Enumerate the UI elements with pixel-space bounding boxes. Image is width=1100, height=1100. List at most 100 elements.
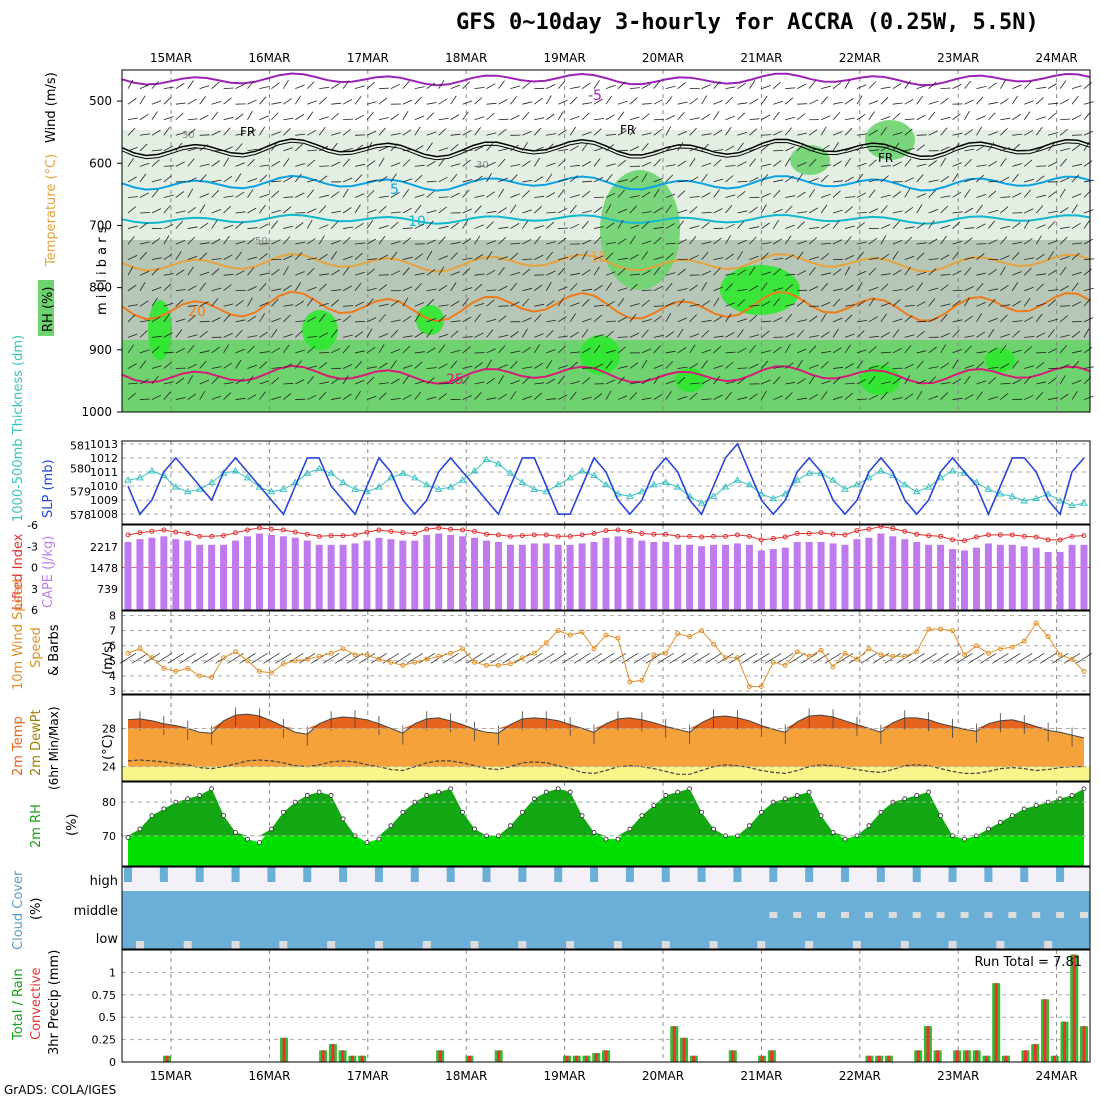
wind-barb: [557, 316, 567, 323]
wind-barb: [701, 173, 708, 183]
wind-barb: [139, 398, 150, 400]
wind-barb: [533, 344, 541, 354]
wind-barb: [342, 345, 351, 354]
date-label-bottom: 24MAR: [1036, 1069, 1078, 1083]
wind-barb: [641, 270, 651, 276]
wind-barb: [964, 315, 973, 323]
wind-barb: [582, 180, 593, 183]
wind-barb: [593, 206, 603, 214]
cape-bar: [172, 539, 180, 610]
wind-barb: [761, 193, 771, 198]
wind-barb: [832, 328, 839, 338]
wind-speed-marker: [842, 650, 848, 656]
wind-barb: [330, 269, 340, 276]
thickness-marker: [398, 469, 407, 476]
wind-barb-10m: [275, 652, 292, 664]
cape-bar: [984, 543, 992, 610]
wind-barb: [151, 149, 162, 152]
wind-barb: [880, 126, 888, 136]
wind-barb: [211, 395, 222, 400]
wind-barb: [295, 163, 306, 167]
wind-speed-marker: [627, 679, 633, 685]
wind-speed-marker: [436, 653, 442, 659]
wind-barb: [187, 393, 197, 400]
wind-barb: [151, 375, 159, 385]
cloud-low-bar: [470, 941, 479, 949]
rh2m-marker: [651, 803, 657, 808]
wind-barb: [725, 145, 735, 152]
wind-barb: [653, 177, 664, 183]
wind-barb: [892, 397, 903, 400]
wind-barb: [1036, 194, 1046, 198]
precip-conv-bar: [1062, 1021, 1066, 1062]
wind-barb: [271, 82, 280, 89]
wind-barb: [1071, 252, 1080, 260]
wind-barb: [808, 237, 817, 245]
wind-barb-10m: [490, 652, 507, 664]
date-label-bottom: 15MAR: [150, 1069, 192, 1083]
wind-barb: [940, 146, 950, 152]
wind-barb: [534, 146, 544, 152]
wind-barb: [569, 96, 578, 105]
cape-bar: [769, 549, 777, 610]
wind-barb: [629, 283, 638, 292]
wind-barb: [235, 240, 246, 245]
wind-barb-10m: [1027, 652, 1045, 664]
wind-barb: [1048, 102, 1059, 105]
wind-barb: [450, 143, 459, 152]
wind-barb: [725, 86, 736, 90]
wind-barb: [820, 115, 831, 121]
cape-bar: [745, 544, 753, 610]
wind-barb: [976, 272, 987, 276]
wind-barb: [808, 158, 817, 167]
wind-barb: [247, 99, 257, 105]
wind-barb: [510, 350, 521, 354]
wind-barb: [378, 362, 388, 369]
wind-barb: [641, 348, 652, 354]
li-marker: [926, 533, 932, 539]
wind-barb: [665, 312, 672, 323]
wind-barb: [593, 266, 600, 276]
wind-barb: [1023, 81, 1032, 89]
wind-barb: [737, 181, 748, 183]
wind-barb: [665, 193, 676, 198]
wind-barb: [342, 99, 352, 105]
wind-barb-10m: [920, 652, 937, 664]
wind-barb: [462, 346, 471, 354]
wind-barb: [426, 377, 435, 385]
wind-barb: [964, 297, 970, 307]
thickness-marker: [1056, 496, 1064, 504]
wind-barb: [832, 209, 843, 214]
wind-barb: [510, 223, 520, 229]
wind-speed-marker: [221, 655, 227, 661]
wind-barb: [1012, 300, 1022, 307]
rh2m-tick-label: 80: [102, 796, 116, 809]
wind-barbs-axis-label: & Barbs: [47, 624, 62, 676]
wind-barb: [498, 256, 509, 261]
wind-barb-10m: [585, 652, 603, 664]
wind-barb: [856, 378, 866, 385]
wind-barb: [462, 111, 469, 120]
wind-barb: [378, 97, 388, 105]
wind-barb: [390, 251, 398, 260]
wind-barb: [1071, 193, 1082, 198]
wind-barb: [916, 114, 926, 121]
wind-barb: [378, 195, 389, 198]
wind-barb: [844, 266, 851, 276]
wind-barb: [653, 267, 661, 276]
wind-speed-marker: [675, 631, 681, 637]
wind-barb: [976, 126, 983, 136]
precip-conv-bar: [584, 1055, 588, 1062]
wind-barb: [617, 219, 624, 229]
wind-barb: [235, 359, 242, 369]
li-marker: [914, 531, 920, 537]
wind-barb: [462, 287, 473, 292]
wind-barb: [725, 313, 732, 323]
wind-barb: [940, 344, 947, 354]
wind-barb: [295, 300, 305, 307]
wind-barb: [187, 255, 198, 261]
wind-barb: [1083, 101, 1094, 105]
wind-barb: [235, 132, 246, 136]
cloud-low-bar: [996, 941, 1005, 949]
wind-barb-10m: [681, 652, 698, 664]
